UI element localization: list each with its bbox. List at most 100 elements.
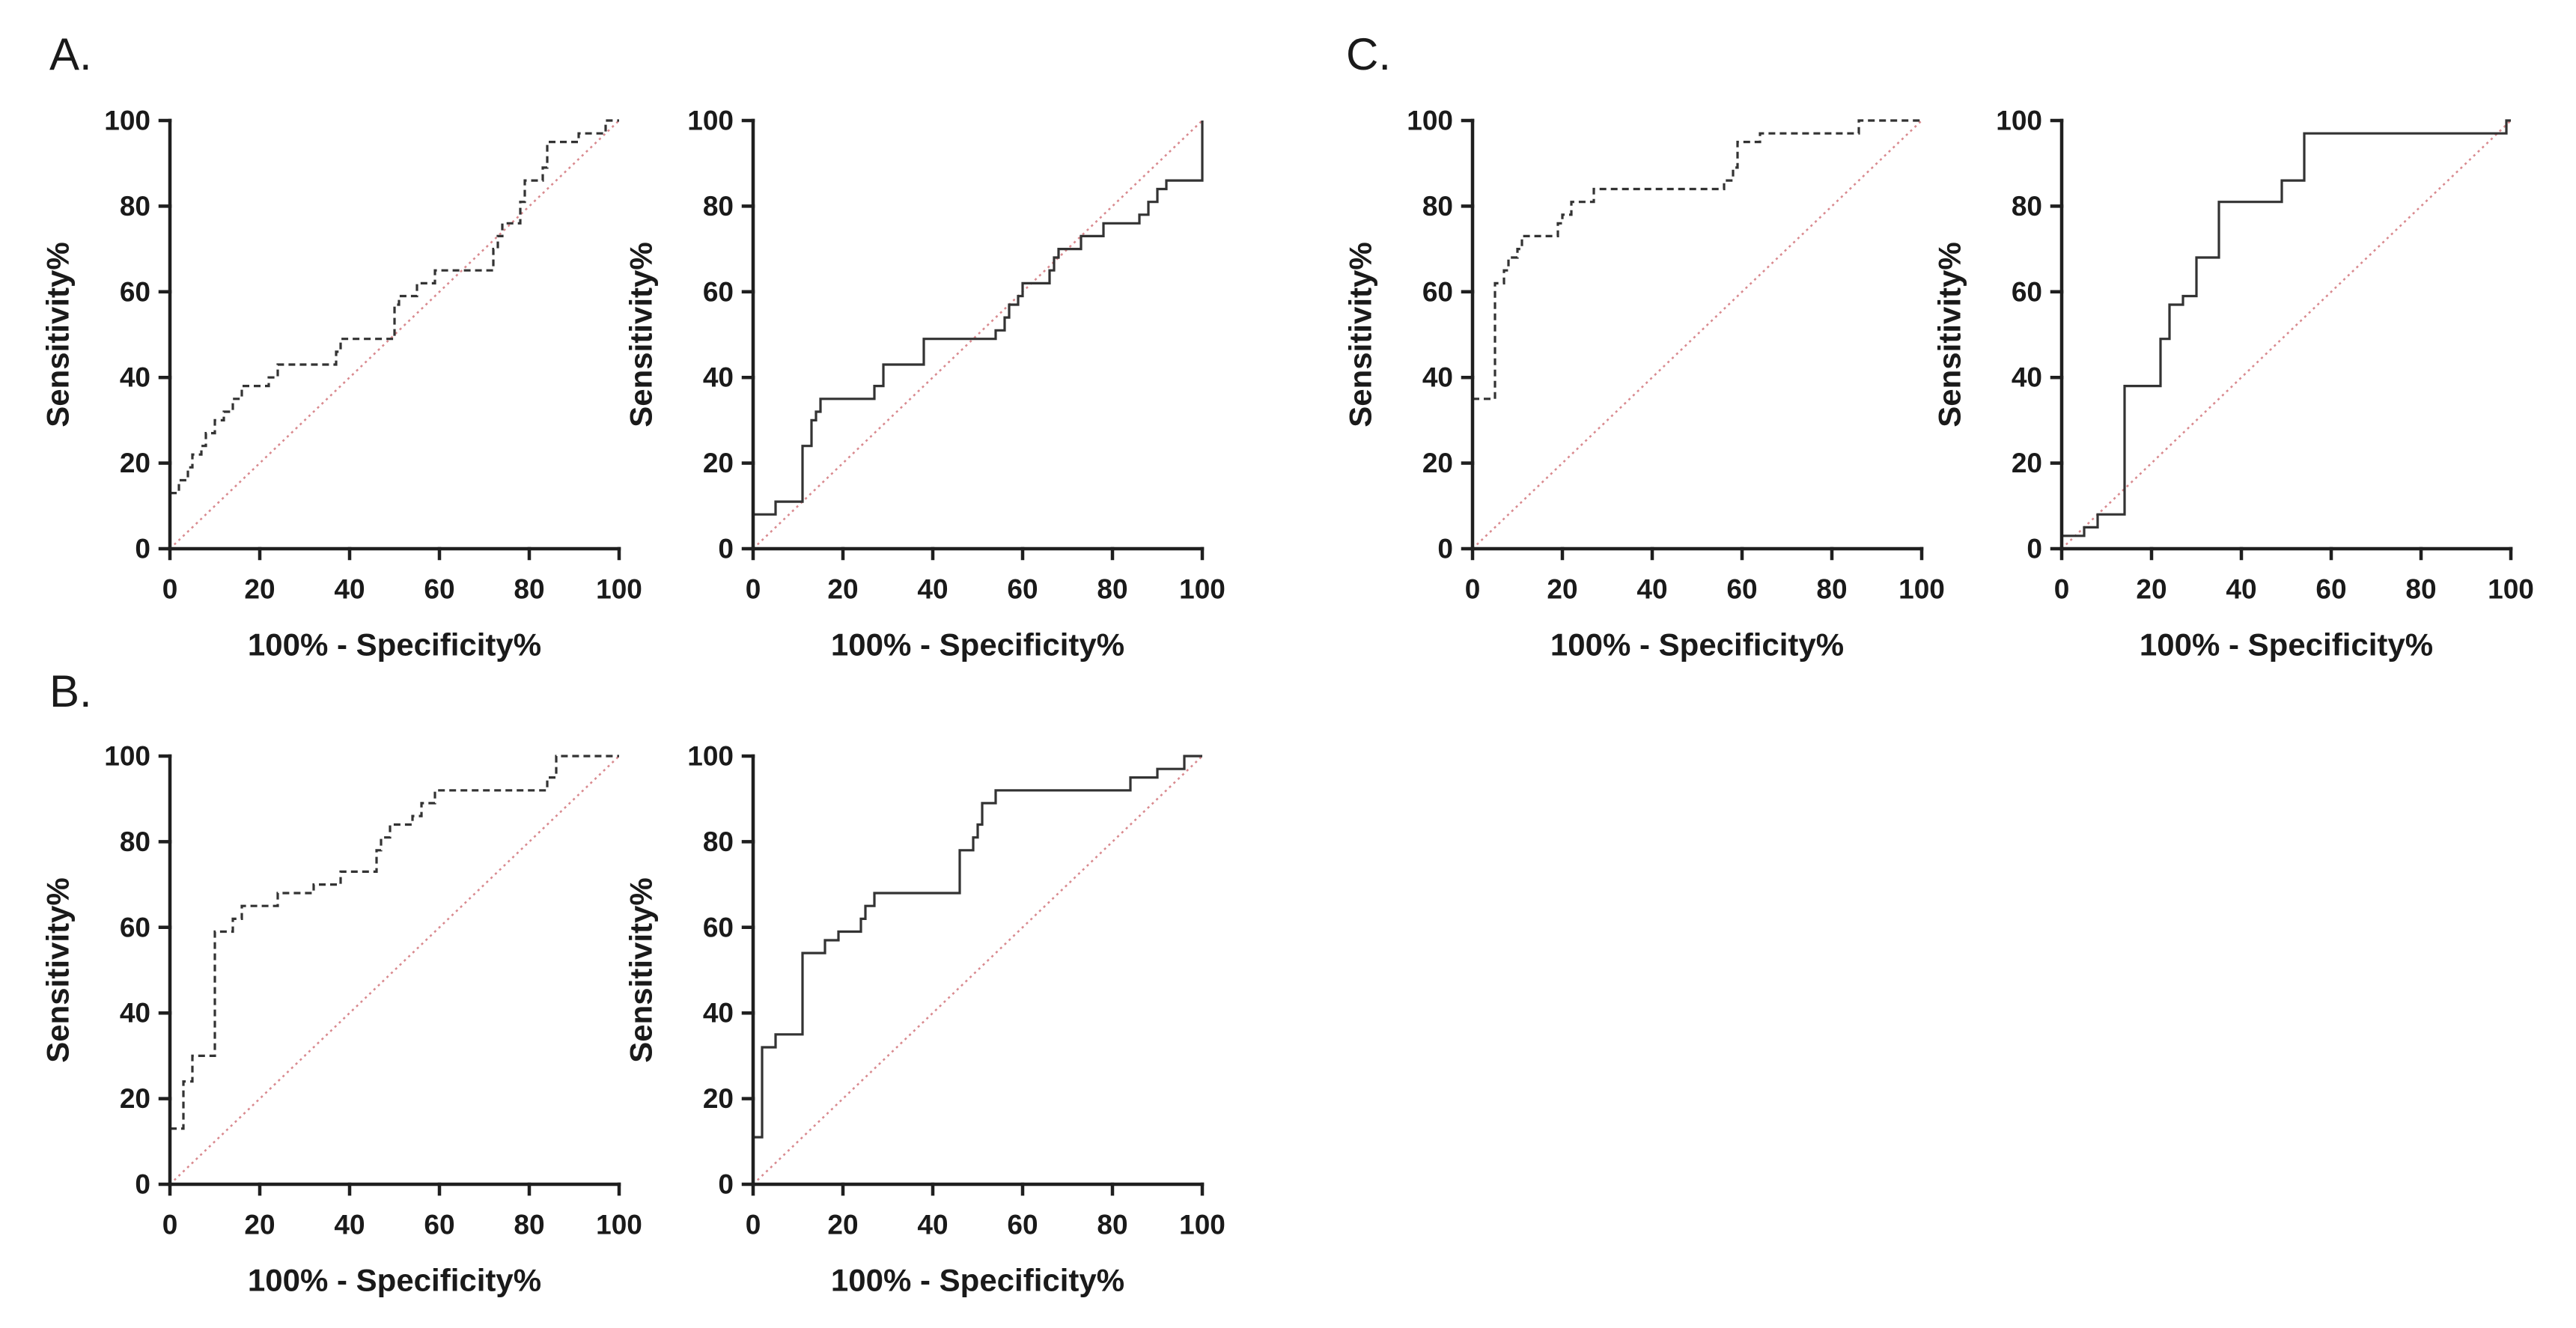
y-tick-label: 40 xyxy=(703,998,734,1029)
x-tick-label: 0 xyxy=(746,1210,761,1240)
x-tick-label: 100 xyxy=(596,574,642,605)
x-tick-label: 80 xyxy=(514,1210,544,1240)
y-tick-label: 0 xyxy=(2027,534,2042,564)
y-tick-label: 0 xyxy=(718,1169,734,1200)
panel-label-a: A. xyxy=(49,29,92,79)
y-tick-label: 0 xyxy=(718,534,734,564)
roc-curve-solid xyxy=(2062,119,2511,537)
x-tick-label: 20 xyxy=(244,574,275,605)
y-tick-label: 100 xyxy=(687,741,734,772)
x-tick-label: 20 xyxy=(827,574,858,605)
roc-curve-solid xyxy=(753,755,1202,1139)
x-tick-label: 100 xyxy=(596,1210,642,1240)
roc-curve-solid xyxy=(753,121,1204,516)
y-tick-label: 100 xyxy=(687,106,734,136)
y-tick-label: 20 xyxy=(120,1083,150,1114)
x-tick-label: 100 xyxy=(2488,574,2534,605)
x-tick-label: 40 xyxy=(917,1210,948,1240)
x-tick-label: 60 xyxy=(424,574,454,605)
roc-chart-b-left: 0 20 40 60 80 100 0 20 40 60 80 100 100% - Specifici… xyxy=(40,741,642,1298)
x-tick-label: 80 xyxy=(514,574,544,605)
x-tick-label: 60 xyxy=(1007,574,1038,605)
x-tick-label: 0 xyxy=(2054,574,2070,605)
y-tick-label: 60 xyxy=(703,912,734,942)
y-tick-label: 40 xyxy=(703,362,734,393)
roc-curve-dashed xyxy=(170,119,619,495)
x-tick-label: 40 xyxy=(1636,574,1667,605)
x-tick-label: 40 xyxy=(2226,574,2256,605)
x-axis-title: 100% - Specificity% xyxy=(2140,627,2433,663)
panel-label-b: B. xyxy=(49,666,92,716)
x-tick-label: 20 xyxy=(827,1210,858,1240)
x-axis-title: 100% - Specificity% xyxy=(831,1263,1124,1298)
x-tick-label: 0 xyxy=(162,574,178,605)
x-tick-label: 60 xyxy=(1007,1210,1038,1240)
y-tick-label: 0 xyxy=(135,1169,150,1200)
y-axis-title: Sensitivity% xyxy=(624,877,659,1062)
y-tick-label: 40 xyxy=(2012,362,2042,393)
reference-diagonal-line xyxy=(1472,120,1922,549)
x-tick-label: 80 xyxy=(1097,1210,1127,1240)
reference-diagonal-line xyxy=(169,755,620,1185)
x-tick-label: 60 xyxy=(2315,574,2346,605)
x-tick-label: 100 xyxy=(1179,1210,1225,1240)
y-tick-label: 100 xyxy=(104,106,150,136)
x-tick-label: 80 xyxy=(1097,574,1127,605)
x-axis-title: 100% - Specificity% xyxy=(1550,627,1844,663)
roc-chart-c-left: 0 20 40 60 80 100 0 20 40 60 80 100 100% - Specifici… xyxy=(1343,106,1945,663)
roc-curve-dashed xyxy=(1473,119,1922,400)
y-tick-label: 80 xyxy=(703,191,734,222)
roc-chart-c-right: 0 20 40 60 80 100 0 20 40 60 80 100 100% - Specifici… xyxy=(1932,106,2534,663)
y-tick-label: 80 xyxy=(2012,191,2042,222)
x-tick-label: 20 xyxy=(2136,574,2167,605)
y-axis-title: Sensitivity% xyxy=(40,877,76,1062)
y-tick-label: 80 xyxy=(120,826,150,857)
x-tick-label: 100 xyxy=(1179,574,1225,605)
x-tick-label: 20 xyxy=(244,1210,275,1240)
y-tick-label: 20 xyxy=(1422,448,1453,478)
y-tick-label: 20 xyxy=(2012,448,2042,478)
reference-diagonal-line xyxy=(752,755,1203,1185)
y-tick-label: 60 xyxy=(120,912,150,942)
panel-label-c: C. xyxy=(1346,29,1391,79)
y-tick-label: 40 xyxy=(1422,362,1453,393)
y-tick-label: 100 xyxy=(1407,106,1453,136)
x-axis-title: 100% - Specificity% xyxy=(248,627,541,663)
x-tick-label: 40 xyxy=(917,574,948,605)
x-tick-label: 0 xyxy=(746,574,761,605)
y-tick-label: 60 xyxy=(2012,276,2042,307)
x-tick-label: 60 xyxy=(1726,574,1757,605)
x-tick-label: 0 xyxy=(1465,574,1481,605)
y-tick-label: 40 xyxy=(120,998,150,1029)
reference-diagonal-line xyxy=(2061,120,2512,549)
y-axis-title: Sensitivity% xyxy=(40,242,76,427)
y-tick-label: 20 xyxy=(120,448,150,478)
y-tick-label: 20 xyxy=(703,1083,734,1114)
y-tick-label: 60 xyxy=(120,276,150,307)
y-tick-label: 0 xyxy=(135,534,150,564)
y-tick-label: 20 xyxy=(703,448,734,478)
x-tick-label: 40 xyxy=(334,1210,365,1240)
roc-chart-b-right: 0 20 40 60 80 100 0 20 40 60 80 100 100% - Specifici… xyxy=(624,741,1225,1298)
y-tick-label: 100 xyxy=(1996,106,2042,136)
x-tick-label: 0 xyxy=(162,1210,178,1240)
x-axis-title: 100% - Specificity% xyxy=(248,1263,541,1298)
y-tick-label: 80 xyxy=(120,191,150,222)
y-tick-label: 80 xyxy=(703,826,734,857)
reference-diagonal-line xyxy=(752,120,1203,549)
x-tick-label: 80 xyxy=(1816,574,1847,605)
y-axis-title: Sensitivity% xyxy=(1932,242,1967,427)
y-axis-title: Sensitivity% xyxy=(624,242,659,427)
x-tick-label: 80 xyxy=(2405,574,2436,605)
y-tick-label: 40 xyxy=(120,362,150,393)
y-tick-label: 80 xyxy=(1422,191,1453,222)
x-axis-title: 100% - Specificity% xyxy=(831,627,1124,663)
roc-chart-a-left: 0 20 40 60 80 100 0 20 40 60 80 100 100% - Specifici… xyxy=(40,106,642,663)
x-tick-label: 20 xyxy=(1547,574,1577,605)
reference-diagonal-line xyxy=(169,120,620,549)
y-tick-label: 60 xyxy=(703,276,734,307)
y-axis-title: Sensitivity% xyxy=(1343,242,1378,427)
roc-chart-a-right: 0 20 40 60 80 100 0 20 40 60 80 100 100% - Specifici… xyxy=(624,106,1225,663)
